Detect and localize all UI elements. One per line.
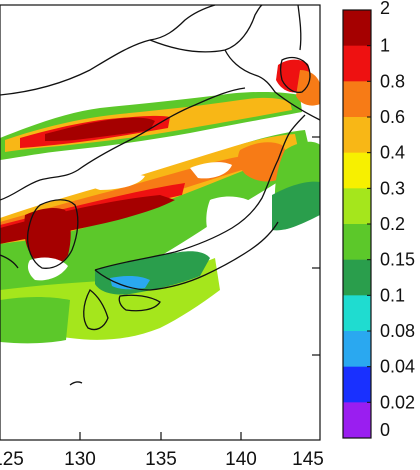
coast-honshu-south bbox=[94, 221, 279, 291]
coast-taiwan-fragment bbox=[0, 254, 19, 269]
field-gap-3 bbox=[206, 196, 255, 242]
field-eastern-teal bbox=[272, 181, 320, 231]
colorbar-swatch bbox=[343, 331, 371, 368]
field-hokkaido-orange bbox=[296, 70, 320, 106]
x-ticks bbox=[79, 432, 242, 440]
field-gap-2 bbox=[190, 162, 232, 179]
colorbar-swatch bbox=[343, 224, 371, 261]
field-plume-green bbox=[0, 130, 312, 318]
x-tick-label: 145 bbox=[292, 449, 324, 470]
colorbar-label: 0.15 bbox=[380, 250, 415, 270]
coast-hokkaido bbox=[279, 56, 311, 94]
field-south-lightblue bbox=[110, 275, 150, 290]
colorbar-swatch bbox=[343, 117, 371, 154]
colorbar-swatch bbox=[343, 45, 371, 82]
colorbar-swatch bbox=[343, 10, 371, 47]
colorbar-label: 0.8 bbox=[380, 71, 405, 91]
colorbar-label: 1 bbox=[380, 36, 390, 56]
coast-ryukyu bbox=[69, 381, 83, 386]
colorbar-label: 0.2 bbox=[380, 214, 405, 234]
field-northeast-orange bbox=[237, 142, 288, 182]
colorbar-label: 0.4 bbox=[380, 143, 405, 163]
colorbar-swatch bbox=[343, 259, 371, 296]
coast-bohai bbox=[0, 87, 246, 201]
coast-sakhalin bbox=[297, 4, 302, 51]
y-ticks bbox=[312, 136, 320, 356]
plot-frame bbox=[0, 4, 321, 441]
colorbar-label: 0.02 bbox=[380, 392, 415, 412]
x-tick-label: 130 bbox=[64, 449, 96, 470]
colorbar-label: 0.6 bbox=[380, 107, 405, 127]
colorbar-label: 0.08 bbox=[380, 321, 415, 341]
colorbar-label: 0.1 bbox=[380, 285, 405, 305]
x-tick-label: 135 bbox=[145, 449, 177, 470]
coastlines bbox=[0, 4, 321, 386]
colorbar-label: 0.04 bbox=[380, 357, 415, 377]
colorbar-swatches bbox=[343, 10, 371, 439]
field-gap-4 bbox=[27, 257, 69, 281]
colorbar-label: 0 bbox=[380, 420, 390, 440]
coast-border-northeast bbox=[149, 4, 263, 53]
coast-honshu bbox=[94, 114, 306, 271]
coast-korea bbox=[26, 199, 79, 269]
x-tick-label: 125 bbox=[0, 449, 24, 470]
plot-area: 125 130 135 140 145 bbox=[0, 4, 324, 470]
colorbar: 2 1 0.8 0.6 0.4 0.3 0.2 0.15 0.1 0.08 0.04 0.02 0 bbox=[342, 0, 415, 440]
colorbar-swatch bbox=[343, 402, 371, 439]
coast-china-north bbox=[0, 4, 216, 96]
colorbar-swatch bbox=[343, 295, 371, 332]
colorbar-label: 0.3 bbox=[380, 178, 405, 198]
colorbar-swatch bbox=[343, 188, 371, 225]
field-south-lightgreen bbox=[0, 297, 70, 344]
coast-border-russia bbox=[224, 49, 321, 121]
x-tick-label: 140 bbox=[225, 449, 257, 470]
coast-shikoku bbox=[118, 294, 161, 312]
field-korea-darkred bbox=[24, 207, 71, 266]
colorbar-swatch bbox=[343, 366, 371, 403]
colorbar-swatch bbox=[343, 81, 371, 118]
field-gap-1 bbox=[89, 173, 145, 190]
colorbar-labels: 2 1 0.8 0.6 0.4 0.3 0.2 0.15 0.1 0.08 0.04 0.02 0 bbox=[367, 0, 415, 440]
colorbar-label: 2 bbox=[380, 0, 390, 18]
field-northern-band-darkred bbox=[45, 117, 155, 141]
colorbar-swatch bbox=[343, 152, 371, 189]
coast-kyushu bbox=[83, 289, 109, 331]
